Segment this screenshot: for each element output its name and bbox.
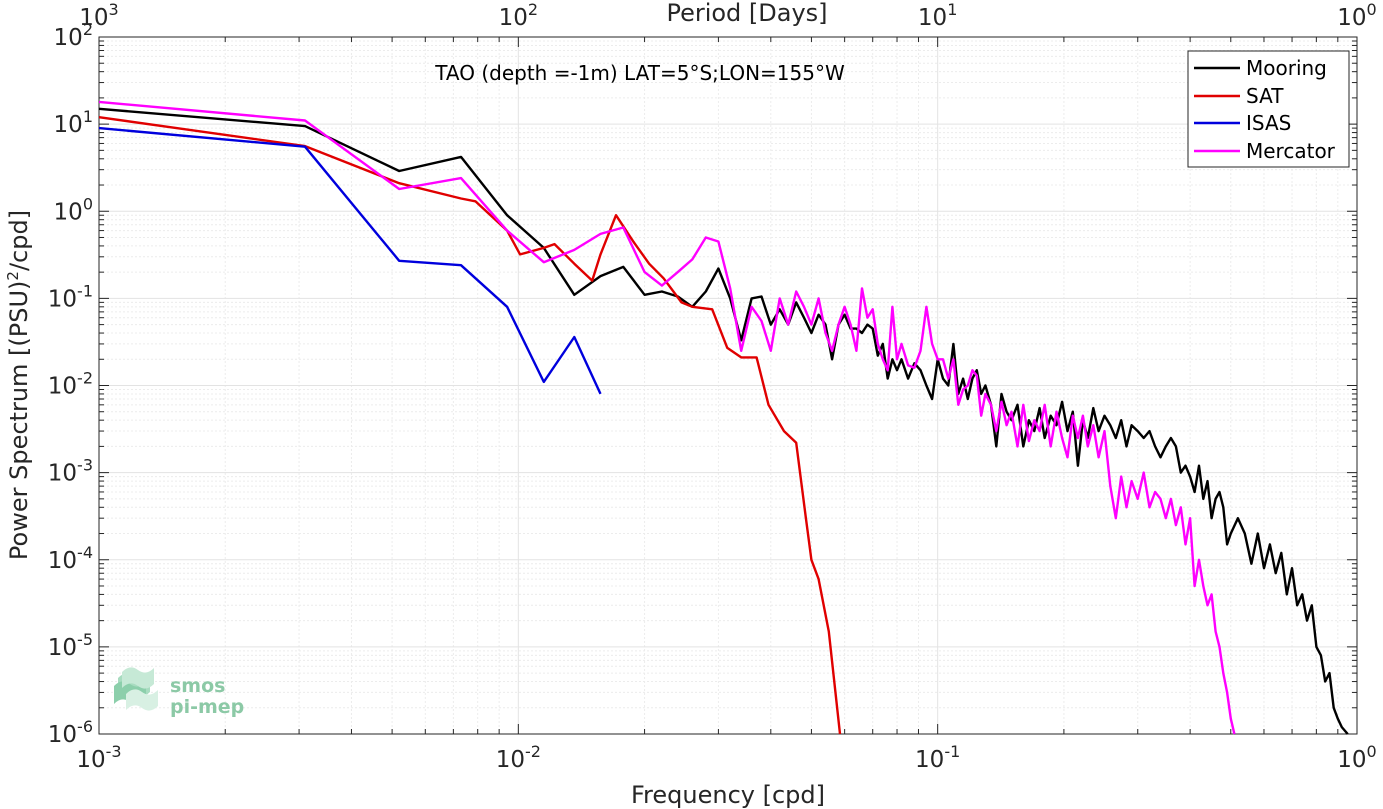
y-tick-label: 100 (54, 194, 93, 225)
logo-waves-icon (114, 667, 158, 711)
y-tick-label: 101 (54, 107, 93, 138)
x-axis-title: Frequency [cpd] (631, 781, 825, 809)
series-line-isas (98, 126, 602, 395)
top-tick-label: 102 (499, 0, 538, 31)
y-tick-label: 10-2 (48, 369, 93, 400)
top-tick-label: 100 (1337, 0, 1376, 31)
top-tick-label: 101 (918, 0, 957, 31)
grid (98, 37, 1357, 735)
y-tick-label: 10-3 (48, 456, 93, 487)
x-tick-label: 10-2 (496, 742, 541, 773)
logo-text-smos: smos (170, 675, 225, 697)
y-tick-label: 10-5 (48, 630, 93, 661)
y-tick-label: 10-1 (48, 281, 93, 312)
series-lines (98, 100, 1349, 735)
x-tick-label: 100 (1337, 742, 1376, 773)
legend-box (1187, 50, 1350, 168)
series-line-sat (98, 116, 842, 735)
top-tick-label: 103 (79, 0, 118, 31)
logo-text-pimep: pi-mep (170, 696, 244, 718)
y-tick-label: 10-6 (48, 717, 93, 748)
axis-ticks (98, 37, 1357, 735)
legend-label-isas: ISAS (1246, 111, 1291, 135)
series-line-mooring (98, 107, 1349, 735)
x-tick-label: 10-1 (915, 742, 960, 773)
x-tick-label: 10-3 (76, 742, 121, 773)
series-line-mercator (98, 100, 1236, 735)
y-axis-title: Power Spectrum [(PSU)2/cpd] (4, 210, 33, 560)
y-tick-label: 102 (54, 20, 93, 51)
legend-label-mooring: Mooring (1246, 56, 1327, 80)
chart-title: TAO (depth =-1m) LAT=5°S;LON=155°W (434, 61, 845, 85)
top-axis-title: Period [Days] (666, 0, 827, 27)
y-axis-title-sup: 2 (4, 271, 22, 281)
y-tick-label: 10-4 (48, 543, 93, 574)
legend-label-mercator: Mercator (1246, 139, 1336, 163)
legend: Mooring SAT ISAS Mercator (1187, 50, 1350, 168)
legend-label-sat: SAT (1246, 84, 1284, 108)
y-axis-title-end: /cpd] (5, 210, 33, 271)
y-axis-title-main: Power Spectrum [(PSU) (5, 281, 33, 560)
smos-pi-mep-logo: smos pi-mep (114, 667, 244, 718)
